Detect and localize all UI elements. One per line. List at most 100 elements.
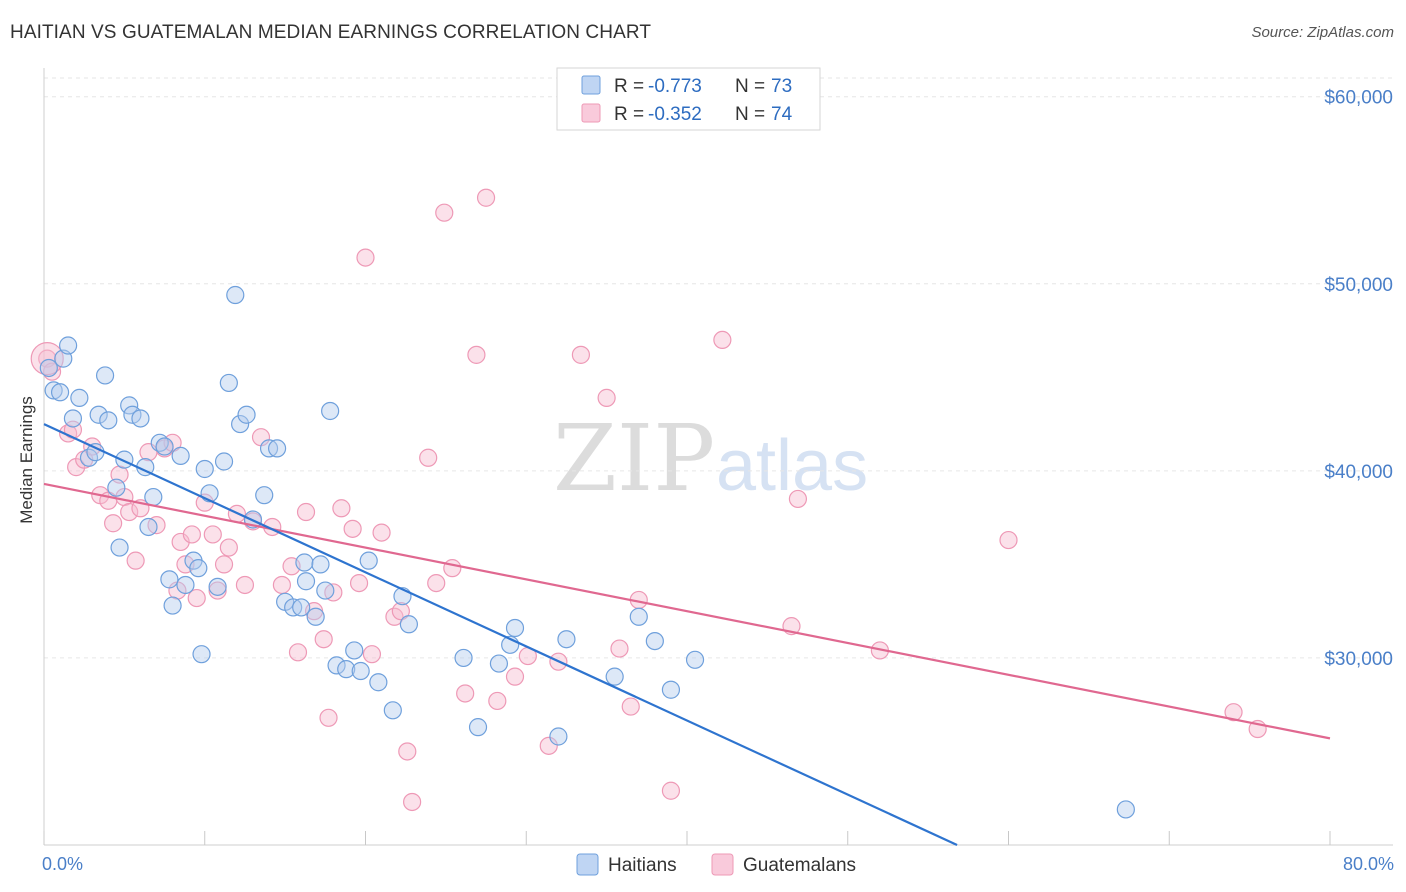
stats-legend: R = -0.773 N = 73 R = -0.352 N = 74 [556,67,821,131]
x-tick-label-max: 80.0% [1343,854,1394,874]
haitians-point [226,285,245,305]
legend-label-guatemalans: Guatemalans [743,855,856,876]
haitians-points [39,285,1135,819]
stats-n-label-guatemalans: N = [735,104,765,125]
guatemalans-point [126,551,145,570]
guatemalans-point [456,684,475,703]
haitians-point [50,383,70,402]
haitians-point [208,577,227,596]
haitians-point [321,401,340,421]
x-axis-ticks [43,831,1331,845]
guatemalans-point [505,667,525,686]
trend-lines [43,423,1331,846]
haitians-point [144,487,163,507]
haitians-point [163,596,182,615]
guatemalans-point [403,792,422,812]
guatemalans-point [571,345,591,364]
guatemalans-point [1224,703,1243,722]
guatemalans-point [296,502,316,522]
stats-r-value-haitians: -0.773 [648,76,702,97]
haitians-point [605,667,624,686]
haitians-point [489,654,509,673]
haitians-point [383,701,402,720]
haitians-point [231,414,250,434]
haitians-point [70,388,89,407]
haitians-point [468,718,488,737]
guatemalans-point [597,388,616,407]
y-tick-label: $30,000 [1324,649,1393,670]
guatemalans-point [356,248,375,267]
guatemalans-trend-line [43,482,1331,740]
guatemalans-point [319,708,338,727]
haitians-point [345,641,364,660]
haitians-point [189,559,208,578]
haitians-point [685,650,705,669]
stats-n-value-guatemalans: 74 [771,104,793,125]
haitians-point [44,381,63,400]
guatemalans-point [999,530,1018,550]
grid-lines [44,77,1393,659]
guatemalans-point [661,781,681,800]
stats-r-label-guatemalans: R = [614,104,644,125]
haitians-point [549,727,568,746]
guatemalans-point [187,588,206,608]
haitians-point [351,661,370,681]
haitians-point [110,538,129,557]
guatemalans-point [713,330,732,350]
haitians-point [192,645,211,664]
haitians-point [557,630,576,649]
stats-swatch-guatemalans [581,103,601,123]
haitians-point [155,437,174,456]
haitians-point [645,631,664,651]
haitians-point [295,553,314,572]
guatemalans-point [372,523,391,542]
haitians-point [63,409,83,428]
y-axis-label: Median Earnings [17,396,36,524]
haitians-point [327,656,346,675]
y-tick-label: $40,000 [1324,462,1393,483]
haitians-point [306,607,325,626]
guatemalans-point [349,573,369,593]
guatemalans-point [467,345,486,364]
haitians-point [237,405,256,424]
haitians-point [267,439,287,458]
haitians-point [505,618,525,638]
haitians-point [171,446,190,465]
stats-r-label-haitians: R = [614,76,644,97]
stats-swatch-haitians [581,75,601,95]
y-tick-label: $50,000 [1324,275,1393,296]
guatemalans-point [314,630,333,649]
guatemalans-point [332,499,351,518]
guatemalans-point [219,538,238,557]
guatemalans-point [203,525,222,544]
guatemalans-point [476,188,496,207]
haitians-point [311,555,330,574]
guatemalans-point [788,489,808,509]
y-tick-label: $60,000 [1324,88,1393,109]
haitians-point [316,581,335,600]
haitians-point [176,575,195,595]
legend-label-haitians: Haitians [608,855,677,876]
stats-legend-box [556,67,821,131]
guatemalans-point [539,736,558,755]
guatemalans-point [362,645,382,664]
haitians-point [115,450,134,469]
legend-swatch-guatemalans [711,853,734,876]
guatemalans-point [419,448,438,467]
haitians-point [337,660,356,679]
haitians-point [89,405,108,424]
legend-swatch-haitians [576,853,599,876]
guatemalans-point [621,697,640,716]
stats-n-value-haitians: 73 [771,76,792,97]
haitians-point [107,478,126,497]
guatemalans-point [391,602,410,621]
haitians-point [99,411,118,430]
haitians-point [39,358,58,378]
stats-r-value-guatemalans: -0.352 [648,104,702,125]
haitians-point [139,517,158,537]
y-axis-tick-labels: $30,000 $40,000 $50,000 $60,000 [1324,88,1393,670]
guatemalans-point [120,502,139,522]
guatemalans-point [443,559,462,578]
haitians-point [95,366,115,385]
